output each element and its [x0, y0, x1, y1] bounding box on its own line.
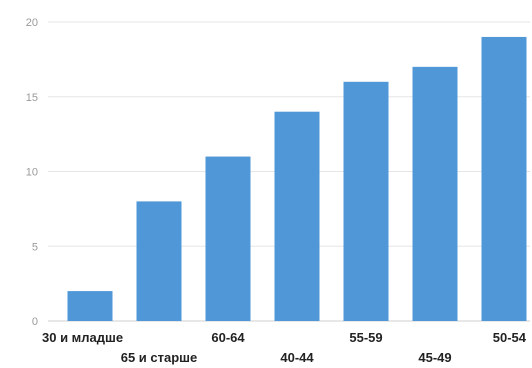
y-tick-label: 20	[26, 17, 38, 29]
x-axis-ticks: 30 и младше 65 и старше 60-64 40-44 55-59 45-…	[42, 330, 527, 365]
x-tick-label: 40-44	[280, 350, 314, 365]
y-tick-label: 5	[32, 241, 38, 253]
bar	[481, 36, 527, 321]
x-tick-label: 55-59	[349, 330, 382, 345]
x-tick-label: 65 и старше	[121, 350, 198, 365]
bar	[274, 111, 320, 321]
y-tick-label: 10	[26, 167, 38, 179]
x-tick-label: 50-54	[493, 330, 527, 345]
x-tick-label: 30 и младше	[42, 330, 123, 345]
bar	[343, 81, 389, 321]
y-axis-ticks: 0 5 10 15 20	[26, 17, 38, 328]
bar	[67, 291, 113, 321]
y-tick-label: 15	[26, 92, 38, 104]
y-tick-label: 0	[32, 316, 38, 328]
x-tick-label: 45-49	[418, 350, 451, 365]
bar	[412, 66, 458, 321]
bar	[205, 156, 251, 321]
bar	[136, 201, 182, 321]
bars	[67, 36, 527, 321]
x-tick-label: 60-64	[211, 330, 245, 345]
